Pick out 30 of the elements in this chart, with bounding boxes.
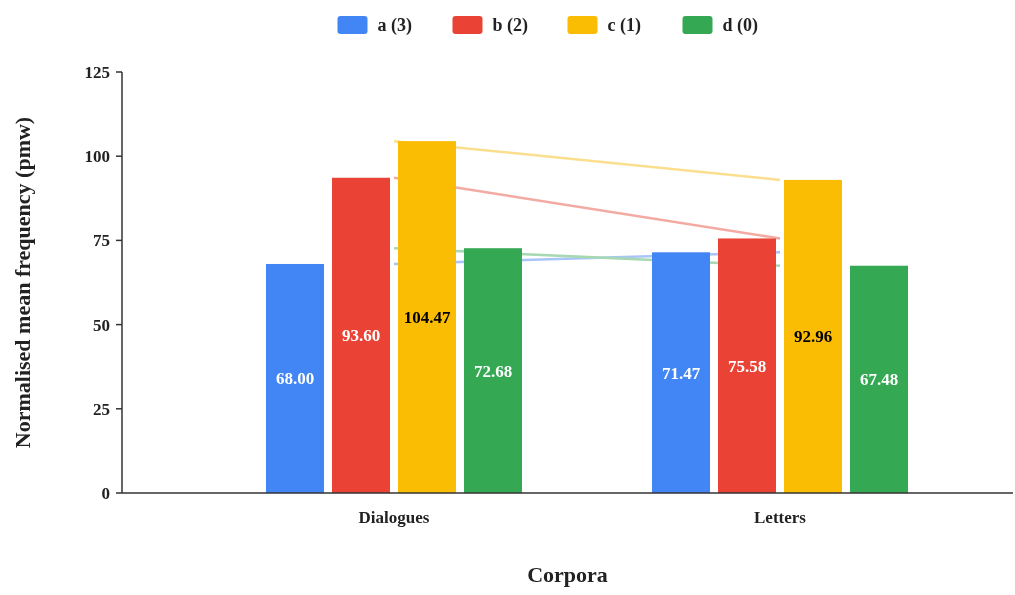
data-label: 93.60 — [341, 326, 381, 346]
data-label: 71.47 — [661, 363, 701, 383]
x-tick-label: Letters — [754, 508, 807, 527]
bar — [332, 177, 390, 493]
data-label: 67.48 — [859, 370, 899, 390]
data-label: 104.47 — [403, 308, 451, 328]
bar — [718, 238, 776, 493]
y-tick-label: 25 — [93, 399, 110, 419]
data-label: 72.68 — [473, 361, 513, 381]
bar — [784, 179, 842, 493]
y-axis-title: Normalised mean frequency (pmw) — [10, 116, 35, 449]
legend-label: b (2) — [492, 15, 528, 36]
y-tick-label: 100 — [84, 147, 110, 167]
data-label: 68.00 — [275, 369, 315, 389]
bar — [850, 265, 908, 493]
bar — [464, 248, 522, 493]
legend-label: c (1) — [607, 15, 641, 36]
x-axis-title: Corpora — [527, 562, 608, 587]
bar — [266, 263, 324, 493]
x-tick-label: Dialogues — [358, 508, 430, 527]
y-tick-label: 75 — [93, 231, 110, 251]
legend-label: d (0) — [722, 15, 758, 36]
data-label: 75.58 — [727, 356, 767, 376]
bar — [398, 141, 456, 493]
y-tick-label: 50 — [93, 315, 110, 335]
y-tick-label: 0 — [101, 484, 110, 503]
data-label: 92.96 — [793, 327, 833, 347]
legend-label: a (3) — [377, 15, 412, 36]
bar — [652, 252, 710, 493]
y-tick-label: 125 — [84, 63, 110, 82]
